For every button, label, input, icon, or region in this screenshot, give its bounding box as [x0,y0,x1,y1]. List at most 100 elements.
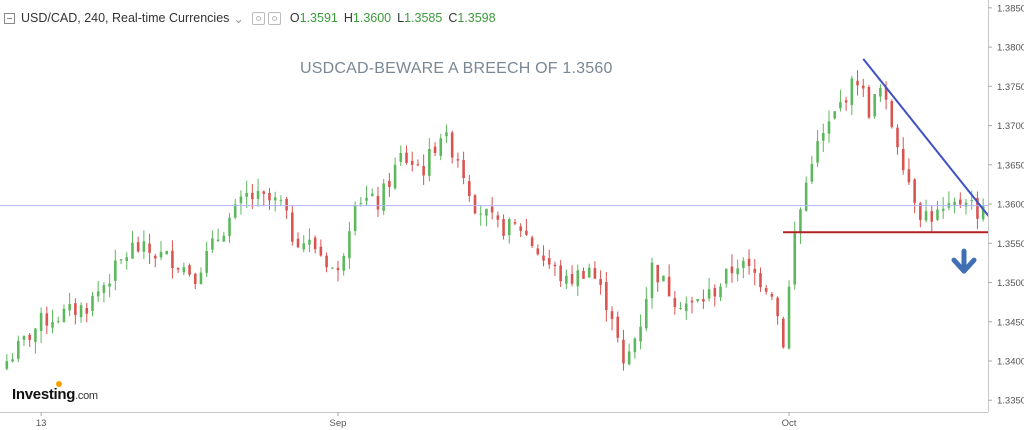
candle [268,188,271,210]
candle-body [262,191,266,194]
candle-body [468,181,471,197]
candle [816,130,819,168]
candle [662,275,665,282]
resistance-trendline [862,58,994,223]
candle [570,265,574,287]
candle-body [205,251,208,273]
candle-body [593,268,597,279]
candle-body [507,219,511,236]
candle [336,260,340,282]
price-axis-bg [988,0,1024,430]
candle-body [639,326,642,342]
candle [405,145,408,165]
candle-body [171,250,174,268]
candle-body [273,197,277,201]
candle-body [759,273,762,288]
candle [308,228,311,253]
y-tick-label: 1.3500 [997,278,1024,289]
candle [450,130,454,164]
candle [559,260,562,288]
y-tick-label: 1.3750 [997,82,1024,93]
candle-body [570,273,574,284]
candle-body [79,305,83,318]
candle-body [28,334,31,340]
candle-body [108,283,111,287]
candle [416,159,420,167]
candle [776,296,779,325]
candle-body [673,298,677,308]
candle-body [622,339,625,364]
candle [91,291,94,317]
candle [85,302,89,323]
candle-body [342,255,345,271]
collapse-icon[interactable] [4,12,15,24]
candle-body [216,239,220,241]
candle-body [251,192,254,200]
candle [399,145,403,167]
candle-body [839,102,842,109]
y-tick-label: 1.3450 [997,317,1024,328]
candle-body [890,100,894,128]
open-value: 1.3591 [299,11,338,25]
candle-body [810,164,814,182]
candle-body [85,307,89,314]
candle-body [34,328,37,342]
candle [565,269,568,289]
candle [827,110,831,143]
candle-body [296,238,300,248]
candle [645,287,648,332]
candle-body [325,255,328,268]
candle-body [662,275,665,282]
price-axis[interactable]: 1.3850 1.3800 1.3750 1.3700 1.3650 1.3600 1.35… [988,0,1024,430]
candle [433,142,437,157]
candle [148,233,151,265]
candle [587,263,591,278]
candle-body [348,231,351,259]
candle-body [188,265,191,275]
candle-body [22,336,26,340]
candle [199,267,203,285]
candle [291,205,294,246]
candle [850,75,854,116]
time-axis[interactable]: 13 Sep Oct [0,412,988,429]
candle-body [490,206,494,213]
candle [976,191,979,229]
candle [753,259,757,286]
candle-body [530,237,534,247]
candle [262,190,266,207]
candle-body [393,164,397,189]
candle-body [182,267,186,273]
candle-body [599,279,602,285]
candle [462,151,465,185]
candle [39,307,43,343]
candle [319,239,323,257]
low-label: L [397,11,405,25]
candle [359,197,363,207]
candle [490,197,494,220]
candle [656,264,659,292]
candle-body [719,286,722,298]
candle-body [656,264,659,283]
dropdown-icon[interactable]: ⌄ [233,11,244,26]
candle-body [919,203,922,221]
hide-icon[interactable] [267,11,281,25]
candle-body [450,132,454,158]
candle-body [199,272,203,285]
candle [439,133,443,161]
candle [867,85,871,120]
candle [28,333,31,347]
candle [131,230,134,259]
candle [393,157,397,190]
candle-body [559,265,562,282]
settings-icon[interactable] [251,11,265,25]
candle [222,231,226,242]
candle-body [970,200,974,202]
candle [45,306,49,335]
candle-body [370,193,374,196]
candle [479,205,483,226]
low-value: 1.3585 [404,11,443,25]
y-tick-label: 1.3850 [997,3,1024,14]
candle [873,94,876,119]
candle [96,280,100,302]
